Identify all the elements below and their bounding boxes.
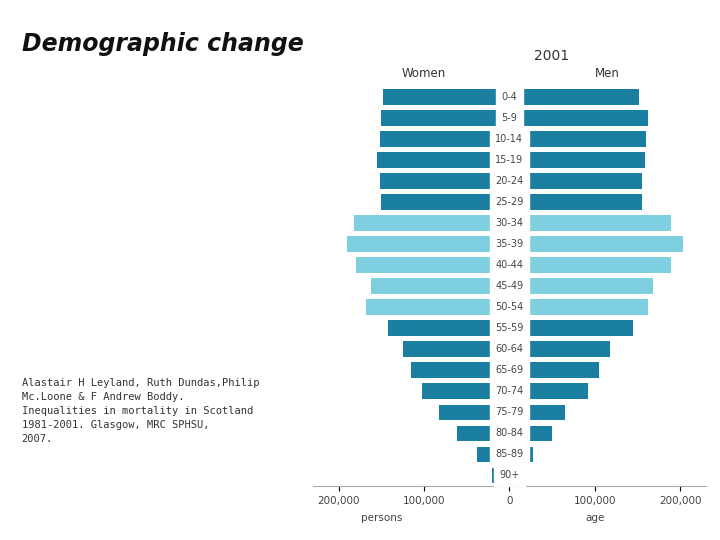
Bar	[510, 215, 672, 231]
Bar	[379, 131, 510, 147]
Bar	[439, 404, 510, 420]
Text: 60-64: 60-64	[495, 345, 523, 354]
Bar	[423, 383, 510, 399]
Bar	[510, 383, 588, 399]
Bar	[510, 341, 610, 357]
Text: 10-14: 10-14	[495, 134, 523, 144]
Text: 55-59: 55-59	[495, 323, 523, 333]
Bar	[382, 194, 510, 210]
Bar	[366, 299, 510, 315]
Text: Women: Women	[402, 67, 446, 80]
Bar	[510, 362, 599, 378]
Text: Men: Men	[595, 67, 620, 80]
Bar	[510, 152, 645, 168]
Text: 25-29: 25-29	[495, 197, 523, 207]
Bar	[510, 257, 672, 273]
Text: 85-89: 85-89	[495, 449, 523, 460]
Text: Alastair H Leyland, Ruth Dundas,Philip
Mc.Loone & F Andrew Boddy.
Inequalities i: Alastair H Leyland, Ruth Dundas,Philip M…	[22, 378, 259, 444]
Text: age: age	[585, 514, 604, 523]
Text: 0-4: 0-4	[502, 92, 517, 102]
Text: 5-9: 5-9	[501, 113, 518, 123]
Bar	[372, 278, 510, 294]
Text: 80-84: 80-84	[495, 428, 523, 438]
Bar	[510, 237, 683, 252]
Bar	[492, 468, 510, 483]
Text: 45-49: 45-49	[495, 281, 523, 291]
Bar	[477, 447, 510, 462]
Bar	[377, 152, 510, 168]
Text: 35-39: 35-39	[495, 239, 523, 249]
Bar	[402, 341, 510, 357]
Text: 70-74: 70-74	[495, 386, 523, 396]
Text: 75-79: 75-79	[495, 407, 523, 417]
Text: persons: persons	[361, 514, 402, 523]
Bar	[510, 404, 565, 420]
Text: 15-19: 15-19	[495, 155, 523, 165]
Text: 90+: 90+	[499, 470, 520, 481]
Text: 30-34: 30-34	[495, 218, 523, 228]
Text: 65-69: 65-69	[495, 366, 523, 375]
Bar	[510, 278, 653, 294]
Text: 20-24: 20-24	[495, 176, 523, 186]
Bar	[379, 173, 510, 189]
Bar	[510, 89, 639, 105]
Bar	[383, 89, 510, 105]
Bar	[510, 194, 642, 210]
Bar	[411, 362, 510, 378]
Bar	[347, 237, 510, 252]
Bar	[510, 110, 647, 126]
Bar	[510, 447, 534, 462]
Bar	[354, 215, 510, 231]
Bar	[510, 320, 633, 336]
Bar	[510, 299, 647, 315]
Bar	[456, 426, 510, 441]
Bar	[382, 110, 510, 126]
Text: 50-54: 50-54	[495, 302, 523, 312]
Bar	[510, 131, 646, 147]
Bar	[510, 173, 642, 189]
Text: Demographic change: Demographic change	[22, 32, 303, 56]
Text: 2001: 2001	[534, 49, 570, 63]
Bar	[510, 426, 552, 441]
Bar	[388, 320, 510, 336]
Bar	[356, 257, 510, 273]
Text: 40-44: 40-44	[495, 260, 523, 270]
Bar	[510, 468, 517, 483]
